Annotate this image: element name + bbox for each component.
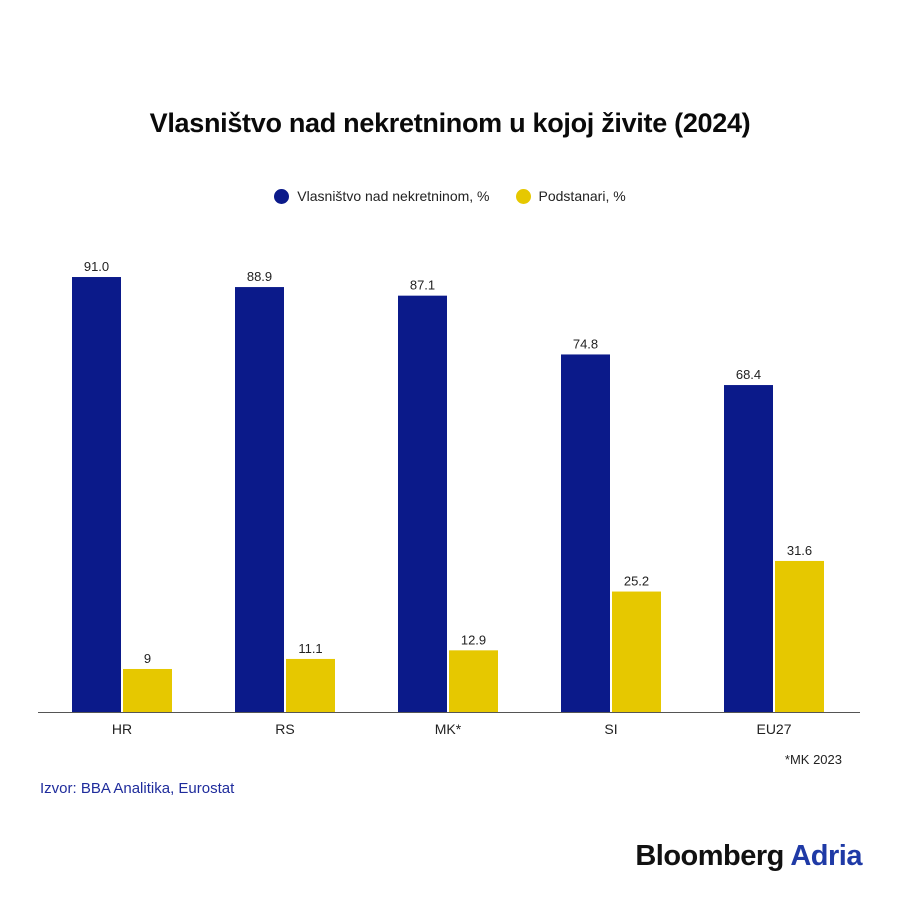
x-tick-label: HR	[112, 721, 132, 737]
chart-title: Vlasništvo nad nekretninom u kojoj živit…	[149, 108, 751, 138]
legend-swatch-ownership	[274, 188, 290, 204]
data-label: 74.8	[573, 336, 598, 351]
bar-hr-series-0	[72, 277, 121, 712]
brand-logo: Bloomberg Adria	[635, 840, 862, 873]
legend: Vlasništvo nad nekretninom, % Podstanari…	[0, 188, 900, 204]
bar-mk-series-0	[398, 295, 447, 712]
source-text: Izvor: BBA Analitika, Eurostat	[40, 780, 235, 797]
bar-eu27-series-0	[724, 385, 773, 712]
data-label: 12.9	[461, 632, 486, 647]
bar-rs-series-0	[235, 287, 284, 712]
data-label: 91.0	[84, 259, 109, 274]
data-label: 31.6	[787, 543, 812, 558]
bar-eu27-series-1	[775, 560, 824, 712]
bar-hr-series-1	[123, 668, 172, 712]
data-label: 9	[144, 651, 151, 666]
x-tick-label: RS	[275, 721, 294, 737]
bar-rs-series-1	[286, 658, 335, 712]
data-label: 87.1	[410, 278, 435, 293]
bar-si-series-0	[561, 354, 610, 712]
x-tick-label: EU27	[756, 721, 791, 737]
bar-si-series-1	[612, 591, 661, 712]
legend-label-ownership: Vlasništvo nad nekretninom, %	[297, 188, 490, 204]
data-label: 88.9	[247, 269, 272, 284]
legend-item-tenants: Podstanari, %	[515, 188, 626, 204]
data-label: 68.4	[736, 367, 761, 382]
footnote: *MK 2023	[784, 752, 842, 767]
brand-name-part1: Bloomberg	[635, 840, 784, 872]
legend-item-ownership: Vlasništvo nad nekretninom, %	[274, 188, 490, 204]
brand-name-part2: Adria	[790, 840, 862, 872]
data-label: 11.1	[298, 641, 322, 656]
x-tick-label: SI	[604, 721, 617, 737]
legend-swatch-tenants	[515, 188, 531, 204]
legend-label-tenants: Podstanari, %	[538, 188, 626, 204]
data-label: 25.2	[624, 574, 649, 589]
bar-mk-series-1	[449, 650, 498, 712]
x-tick-label: MK*	[435, 721, 462, 737]
